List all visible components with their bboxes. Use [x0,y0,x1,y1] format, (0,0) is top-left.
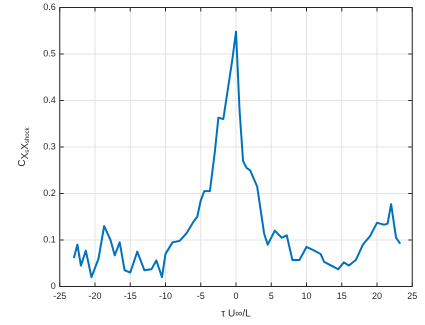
y-label-part: X [20,143,31,150]
y-tick-label: 0.2 [43,188,56,198]
y-label-part: C [17,159,28,166]
x-tick-label: 15 [337,291,347,301]
y-label-part: X [20,152,31,159]
y-tick-label: 0.3 [43,141,56,151]
plot-frame [59,7,413,287]
y-tick-label: 0.1 [43,234,56,244]
x-tick-label: 20 [372,291,382,301]
data-line [72,30,402,279]
x-tick-label: -25 [53,291,66,301]
x-tick-label: -20 [88,291,101,301]
x-axis-label: τ U∞/L [221,309,251,320]
y-tick-label: 0.5 [43,48,56,58]
x-tick-label: 5 [269,291,274,301]
x-tick-label: -15 [124,291,137,301]
y-label-part: shock [25,126,31,143]
y-tick-label: 0 [51,281,56,291]
x-tick-label: 25 [407,291,417,301]
x-tick-label: 0 [233,291,238,301]
x-tick-label: 10 [301,291,311,301]
y-label-part: s [25,150,31,153]
y-axis-label: CXsXshock [17,126,31,166]
x-tick-label: -5 [197,291,205,301]
x-tick-label: -10 [159,291,172,301]
y-tick-label: 0.4 [43,95,56,105]
y-tick-label: 0.6 [43,2,56,12]
